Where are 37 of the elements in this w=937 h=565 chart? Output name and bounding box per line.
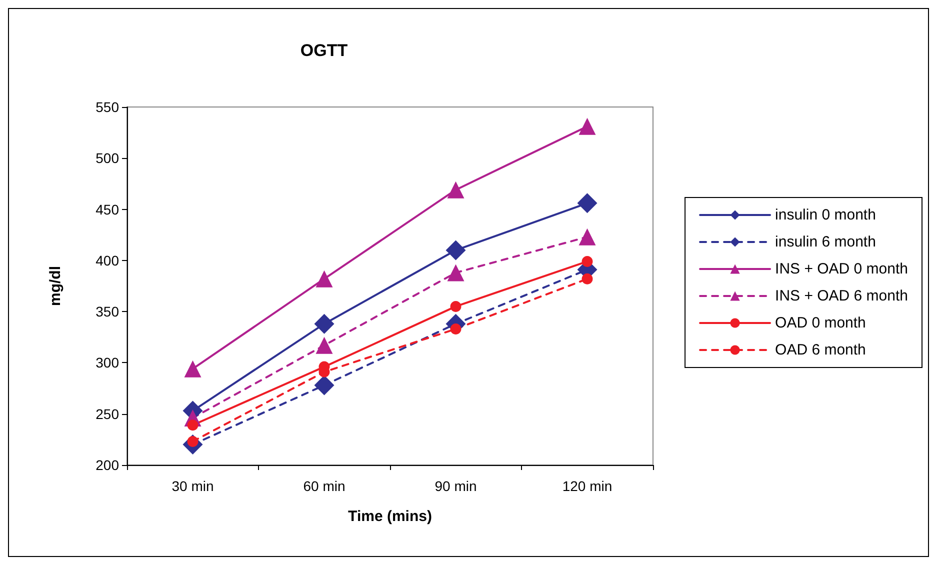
point: [316, 270, 333, 288]
legend-label: insulin 6 month: [775, 234, 876, 250]
point: [578, 118, 596, 135]
point: [450, 300, 462, 312]
legend-label: insulin 0 month: [775, 206, 876, 224]
y-tick-label: 500: [96, 150, 120, 166]
point: [316, 336, 333, 354]
chart-title: OGTT: [300, 41, 348, 60]
y-tick-label: 550: [96, 99, 120, 115]
y-tick-label: 450: [96, 201, 120, 218]
x-tick-label: 30 min: [172, 478, 214, 494]
point: [578, 228, 596, 246]
y-tick-label: 250: [96, 406, 120, 422]
x-tick-label: 60 min: [303, 478, 346, 494]
x-axis-title: Time (mins): [348, 508, 432, 525]
x-tick-label: 90 min: [434, 478, 477, 494]
point: [314, 375, 334, 396]
point: [577, 193, 598, 214]
y-tick-label: 400: [96, 252, 120, 268]
point: [314, 314, 334, 334]
y-tick-label: 350: [96, 304, 120, 320]
point: [447, 264, 464, 282]
point: [447, 181, 464, 198]
legend-label: OAD 6 month: [775, 342, 866, 358]
point: [184, 360, 202, 378]
x-tick-label: 120 min: [562, 478, 612, 494]
legend-label: INS + OAD 6 month: [775, 288, 908, 304]
legend-label: INS + OAD 0 month: [775, 260, 908, 278]
point: [446, 240, 466, 260]
y-tick-label: 300: [96, 354, 120, 371]
y-axis-title: mg/dl: [47, 266, 64, 306]
point: [450, 323, 462, 334]
legend-label: OAD 0 month: [775, 314, 866, 332]
point: [187, 420, 198, 431]
point: [582, 256, 593, 267]
point: [582, 273, 593, 284]
y-tick-label: 200: [96, 457, 120, 473]
